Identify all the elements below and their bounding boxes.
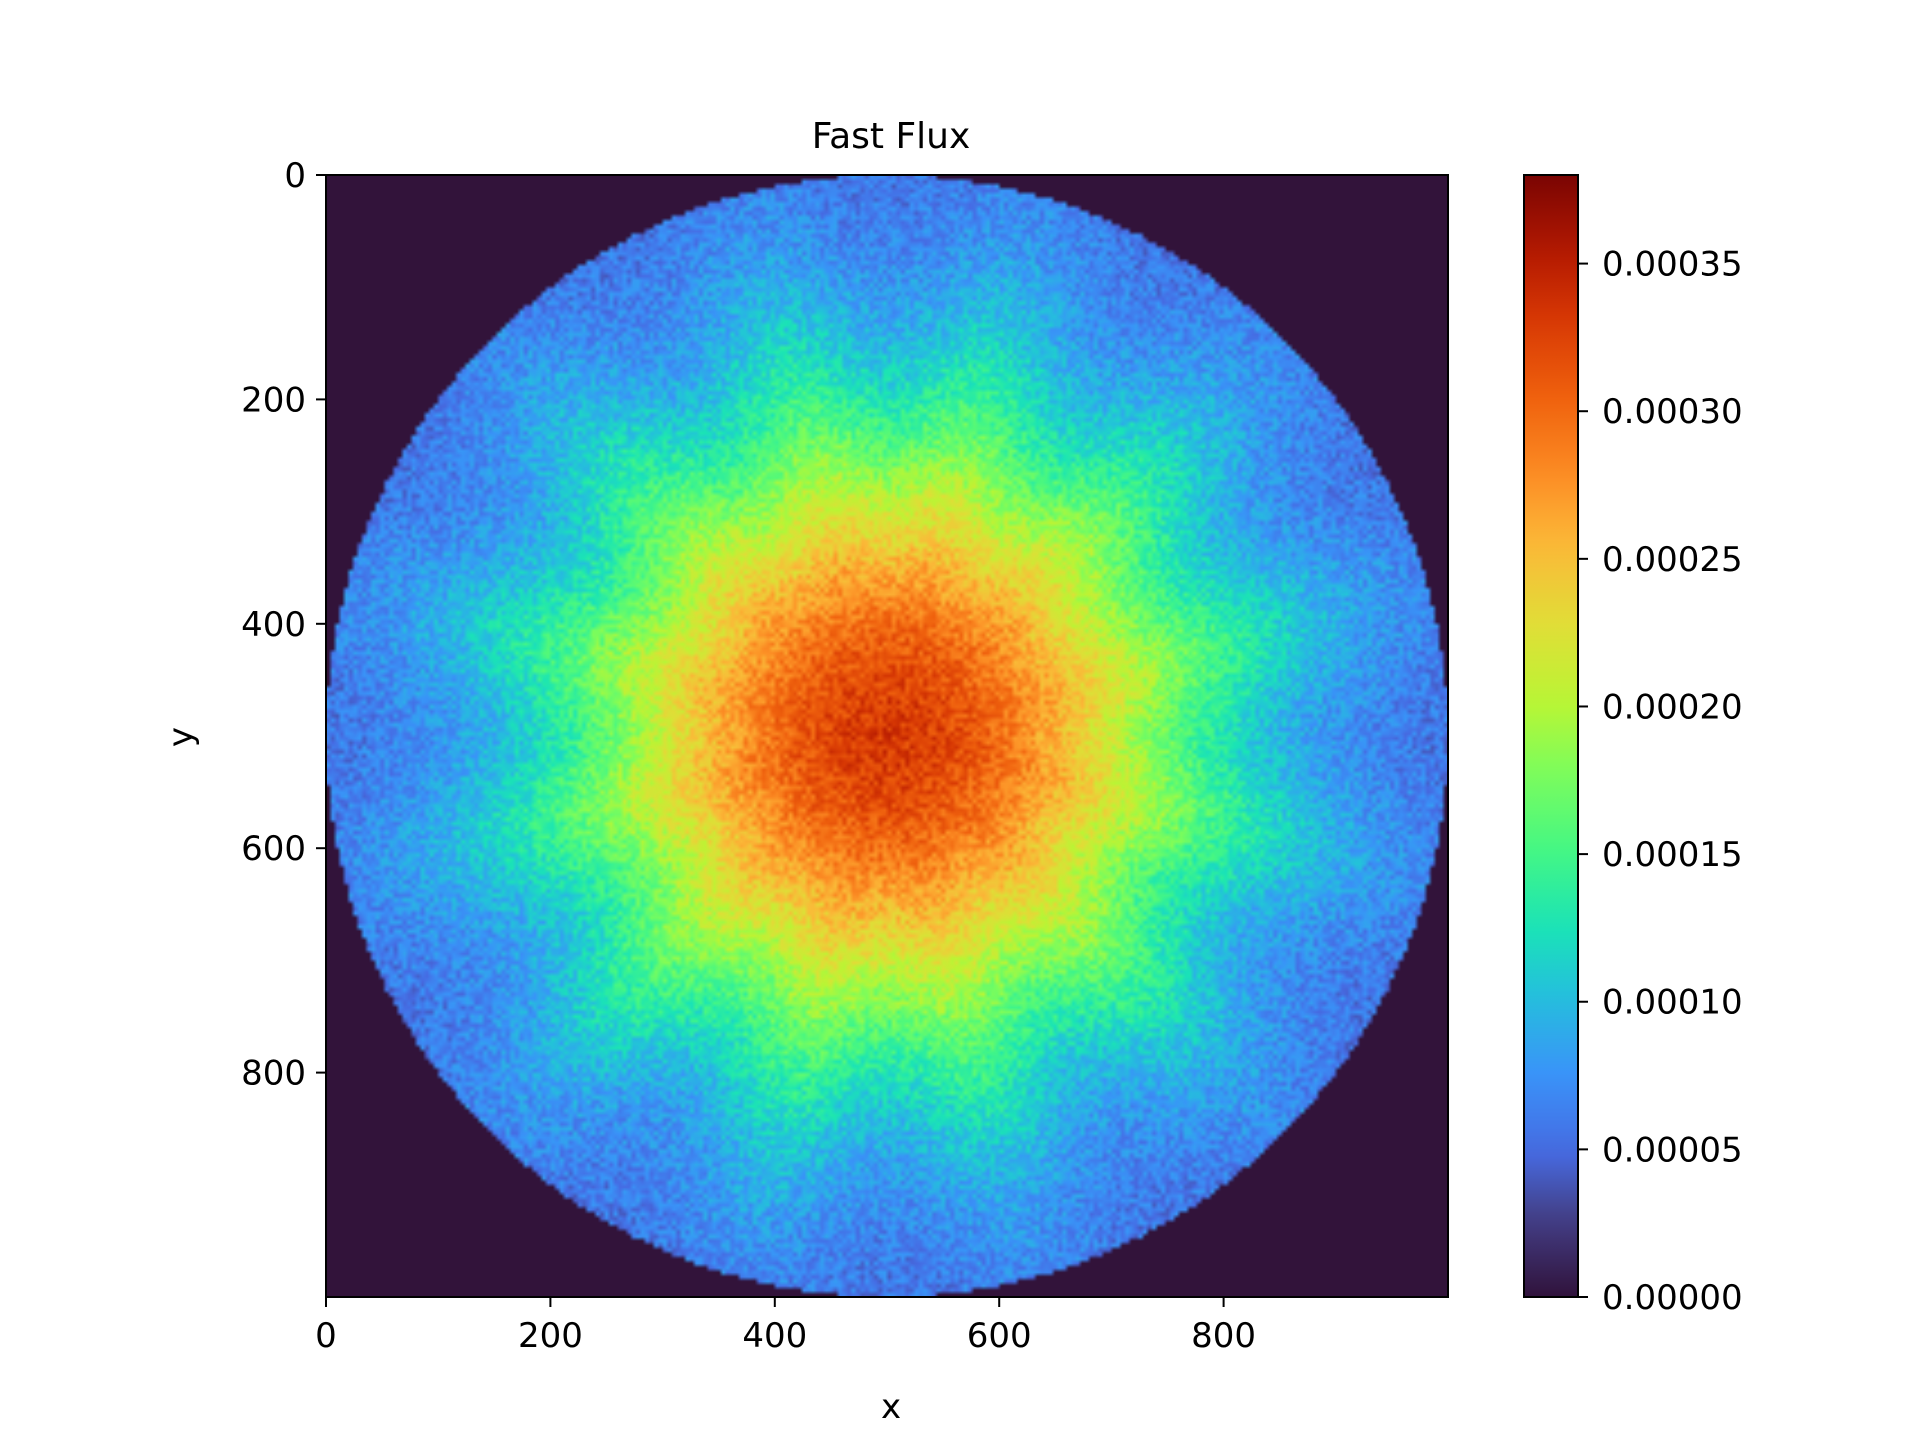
plot-area (325, 174, 1449, 1298)
colorbar-tick-label: 0.00005 (1602, 1130, 1743, 1170)
y-tick-label: 400 (241, 605, 306, 645)
colorbar-tick-label: 0.00015 (1602, 835, 1743, 875)
chart-title: Fast Flux (812, 116, 971, 157)
colorbar-tick-label: 0.00020 (1602, 687, 1743, 727)
colorbar-gradient (1524, 175, 1578, 1297)
y-tick-label: 800 (241, 1054, 306, 1094)
x-axis-label: x (881, 1387, 901, 1427)
y-axis: 0 200 400 600 800 (241, 156, 326, 1094)
colorbar-tick-label: 0.00000 (1602, 1278, 1743, 1318)
y-tick-label: 600 (241, 829, 306, 869)
heatmap-image (326, 175, 1448, 1297)
plot-frame (325, 174, 1449, 1298)
colorbar-tick-label: 0.00025 (1602, 540, 1743, 580)
colorbar-tick-label: 0.00010 (1602, 983, 1743, 1023)
colorbar-frame (1523, 174, 1579, 1298)
x-tick-label: 400 (742, 1316, 807, 1356)
y-tick-label: 0 (284, 156, 306, 196)
colorbar: 0.00000 0.00005 0.00010 0.00015 0.00020 0.000… (1523, 174, 1743, 1318)
x-tick-label: 0 (315, 1316, 337, 1356)
colorbar-tick-label: 0.00030 (1602, 392, 1743, 432)
x-axis: 0 200 400 600 800 (315, 1297, 1256, 1356)
x-tick-label: 600 (967, 1316, 1032, 1356)
y-tick-label: 200 (241, 380, 306, 420)
x-tick-label: 800 (1191, 1316, 1256, 1356)
x-tick-label: 200 (518, 1316, 583, 1356)
y-axis-label: y (161, 727, 201, 747)
colorbar-tick-label: 0.00035 (1602, 245, 1743, 285)
